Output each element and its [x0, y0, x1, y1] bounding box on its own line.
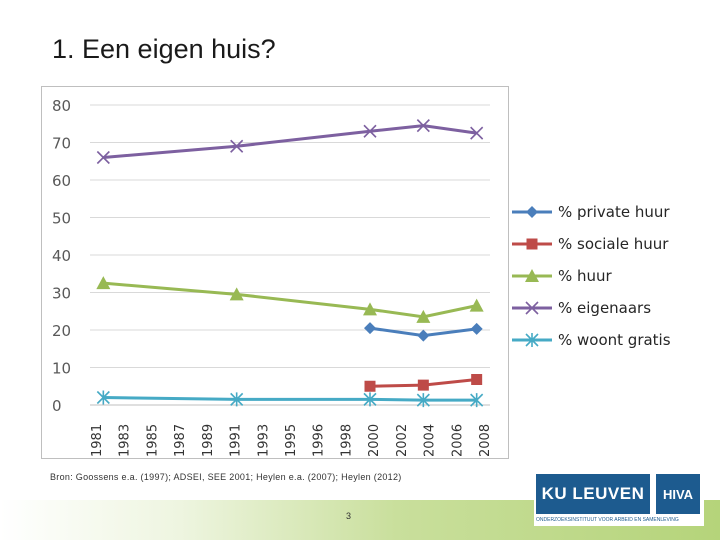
x-tick-label: 1996 [312, 424, 327, 457]
hiva-wordmark: HIVA [656, 474, 700, 514]
ku-leuven-logo: KU LEUVEN HIVA ONDERZOEKSINSTITUUT VOOR … [534, 472, 704, 526]
star-marker [416, 393, 430, 408]
legend-label: % huur [558, 267, 613, 285]
x-tick-label: 2000 [367, 424, 382, 457]
x-tick-label: 1981 [90, 424, 105, 457]
x-tick-label: 1983 [118, 424, 133, 457]
chart-frame: 0 10 20 30 40 50 60 70 80 1981 1983 1985 1987 1989 199… [41, 86, 671, 459]
diamond-marker [417, 329, 430, 342]
square-marker [417, 379, 429, 391]
x-marker [470, 126, 484, 140]
x-marker [230, 139, 244, 153]
x-tick-label: 1998 [339, 424, 354, 457]
y-tick-label: 60 [52, 172, 71, 190]
x-tick-label: 2008 [478, 424, 493, 457]
x-tick-label: 1985 [145, 424, 160, 457]
legend-label: % private huur [558, 203, 670, 221]
y-tick-label: 80 [52, 97, 71, 115]
y-tick-label: 0 [52, 397, 62, 415]
x-tick-label: 2002 [395, 424, 410, 457]
line-chart: 0 10 20 30 40 50 60 70 80 1981 1983 1985 1987 1989 199… [52, 97, 671, 457]
triangle-marker [96, 276, 111, 290]
square-marker [471, 374, 483, 385]
slide-title: 1. Een eigen huis? [52, 34, 276, 64]
x-tick-label: 2004 [423, 424, 438, 457]
series-line [103, 124, 477, 159]
x-tick-label: 2006 [450, 424, 465, 457]
page-number: 3 [346, 511, 352, 521]
legend-label: % eigenaars [558, 299, 651, 317]
x-marker [96, 150, 110, 165]
x-tick-label: 1991 [229, 424, 244, 457]
star-marker [525, 333, 539, 347]
diamond-marker [526, 206, 538, 218]
source-note: Bron: Goossens e.a. (1997); ADSEI, SEE 2… [50, 472, 402, 482]
legend-label: % sociale huur [558, 235, 669, 253]
y-tick-label: 40 [52, 247, 71, 265]
triangle-marker [525, 269, 539, 282]
y-tick-label: 70 [52, 135, 71, 153]
triangle-marker [416, 309, 431, 323]
x-marker [416, 119, 430, 133]
y-tick-label: 50 [52, 210, 71, 228]
x-marker [363, 124, 377, 138]
star-marker [96, 390, 110, 405]
y-tick-label: 30 [52, 285, 71, 303]
y-tick-label: 20 [52, 322, 71, 340]
triangle-marker [363, 302, 377, 316]
square-marker [526, 238, 538, 250]
legend-label: % woont gratis [558, 331, 671, 349]
x-tick-label: 1987 [173, 424, 188, 457]
x-marker [525, 301, 539, 315]
x-tick-label: 1989 [201, 424, 216, 457]
logo-tagline: ONDERZOEKSINSTITUUT VOOR ARBEID EN SAMEN… [536, 517, 679, 523]
triangle-marker [469, 298, 484, 312]
diamond-marker [364, 322, 376, 335]
y-tick-label: 10 [52, 360, 71, 378]
x-tick-label: 1995 [284, 424, 299, 457]
star-marker [470, 393, 484, 408]
star-marker [230, 392, 244, 407]
ku-leuven-wordmark: KU LEUVEN [536, 474, 650, 514]
diamond-marker [470, 322, 483, 335]
triangle-marker [229, 287, 244, 301]
star-marker [363, 392, 377, 407]
series-line [103, 281, 477, 319]
x-tick-label: 1993 [256, 424, 271, 457]
square-marker [364, 380, 376, 392]
